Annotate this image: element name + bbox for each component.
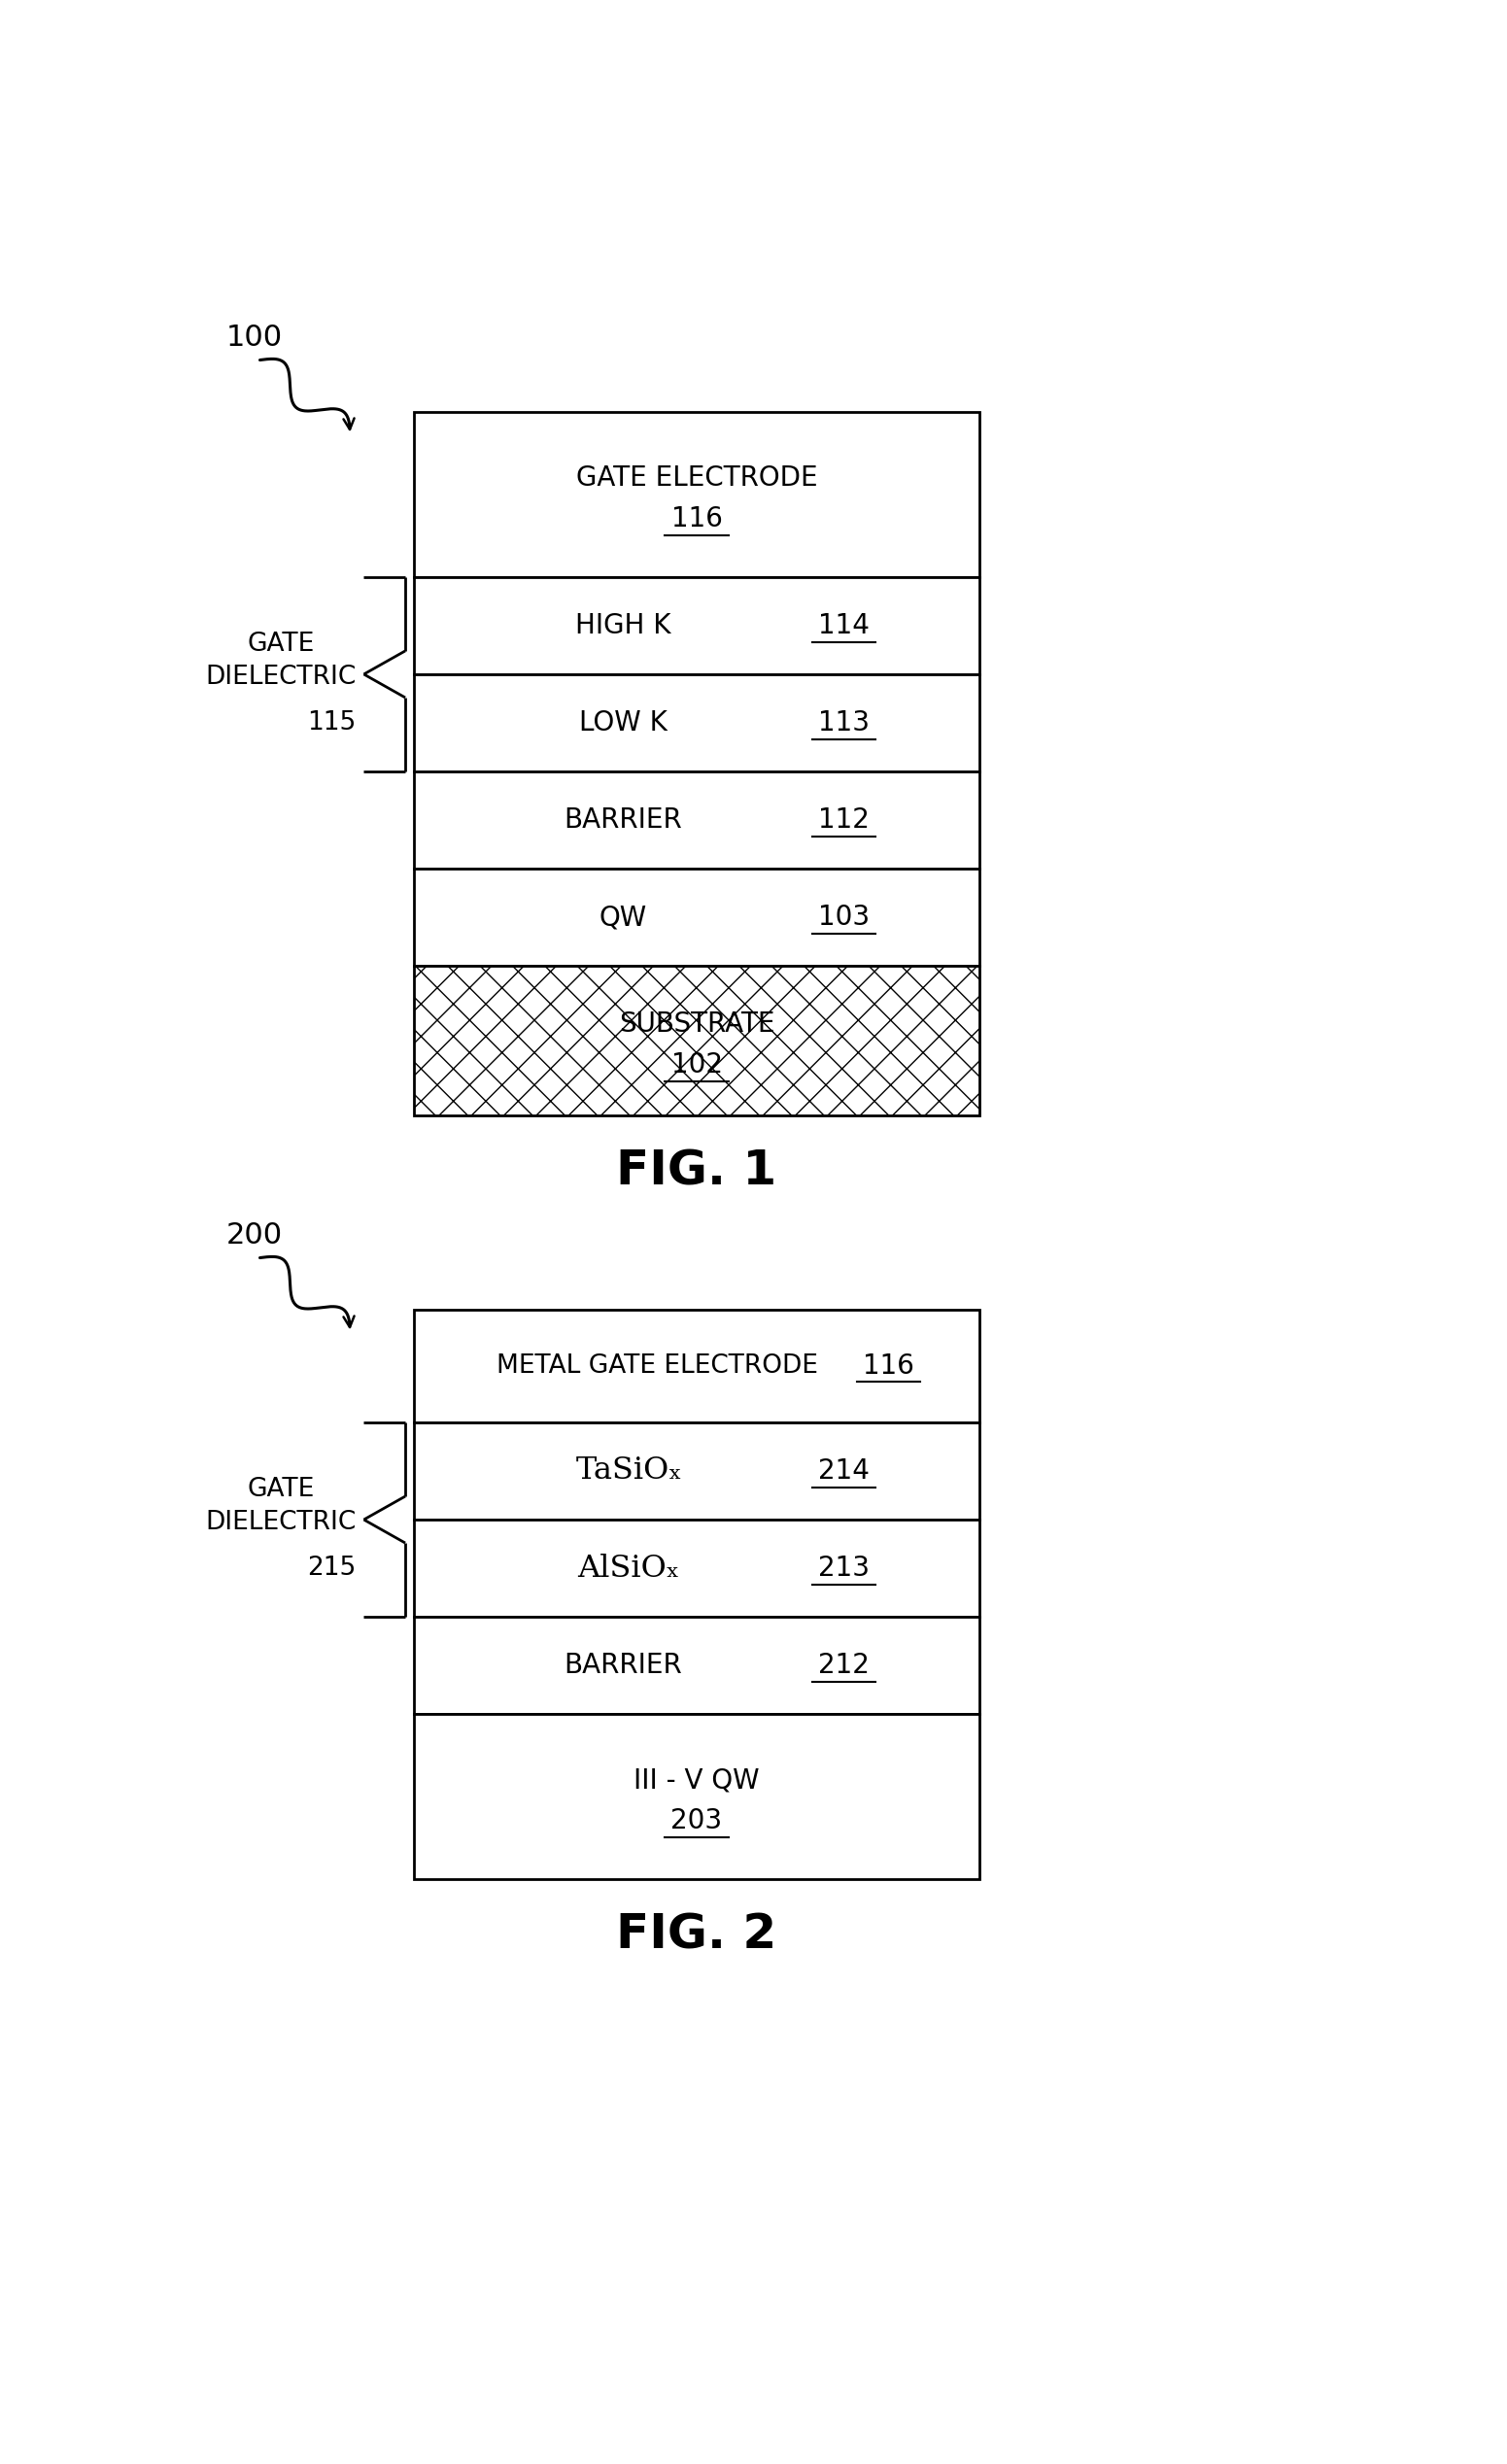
Bar bbox=[414, 1715, 980, 1878]
Text: 213: 213 bbox=[818, 1555, 870, 1582]
Bar bbox=[414, 1311, 980, 1422]
Text: III - V QW: III - V QW bbox=[633, 1767, 760, 1794]
Text: GATE ELECTRODE: GATE ELECTRODE bbox=[576, 466, 817, 493]
Bar bbox=[414, 1616, 980, 1715]
Bar bbox=[414, 1422, 980, 1520]
Bar bbox=[414, 966, 980, 1116]
Text: FIG. 1: FIG. 1 bbox=[616, 1148, 778, 1195]
Text: 102: 102 bbox=[671, 1052, 722, 1079]
Text: TaSiOₓ: TaSiOₓ bbox=[576, 1456, 683, 1486]
Text: BARRIER: BARRIER bbox=[564, 1651, 683, 1678]
Text: QW: QW bbox=[600, 904, 647, 931]
Text: 114: 114 bbox=[818, 611, 870, 638]
Text: 212: 212 bbox=[818, 1651, 870, 1678]
Text: AlSiOₓ: AlSiOₓ bbox=[577, 1552, 680, 1584]
Text: FIG. 2: FIG. 2 bbox=[616, 1912, 778, 1959]
Text: 200: 200 bbox=[226, 1222, 282, 1249]
Text: 103: 103 bbox=[818, 904, 870, 931]
Text: BARRIER: BARRIER bbox=[564, 806, 683, 833]
Text: SUBSTRATE: SUBSTRATE bbox=[619, 1010, 775, 1037]
Text: 112: 112 bbox=[818, 806, 870, 833]
Bar bbox=[414, 1520, 980, 1616]
Bar bbox=[414, 771, 980, 870]
Text: GATE
DIELECTRIC: GATE DIELECTRIC bbox=[205, 1476, 356, 1535]
Text: LOW K: LOW K bbox=[579, 710, 668, 737]
Bar bbox=[414, 675, 980, 771]
Text: 116: 116 bbox=[671, 505, 722, 532]
Bar bbox=[414, 577, 980, 675]
Text: 215: 215 bbox=[307, 1555, 356, 1582]
Text: 100: 100 bbox=[226, 323, 282, 352]
Text: 113: 113 bbox=[818, 710, 870, 737]
Text: 115: 115 bbox=[307, 710, 356, 734]
Text: 116: 116 bbox=[864, 1353, 915, 1380]
Text: METAL GATE ELECTRODE: METAL GATE ELECTRODE bbox=[496, 1353, 818, 1380]
Text: 214: 214 bbox=[818, 1456, 870, 1486]
Text: 203: 203 bbox=[671, 1806, 722, 1833]
Text: HIGH K: HIGH K bbox=[576, 611, 671, 638]
Bar bbox=[414, 411, 980, 577]
Text: GATE
DIELECTRIC: GATE DIELECTRIC bbox=[205, 631, 356, 690]
Bar bbox=[414, 870, 980, 966]
